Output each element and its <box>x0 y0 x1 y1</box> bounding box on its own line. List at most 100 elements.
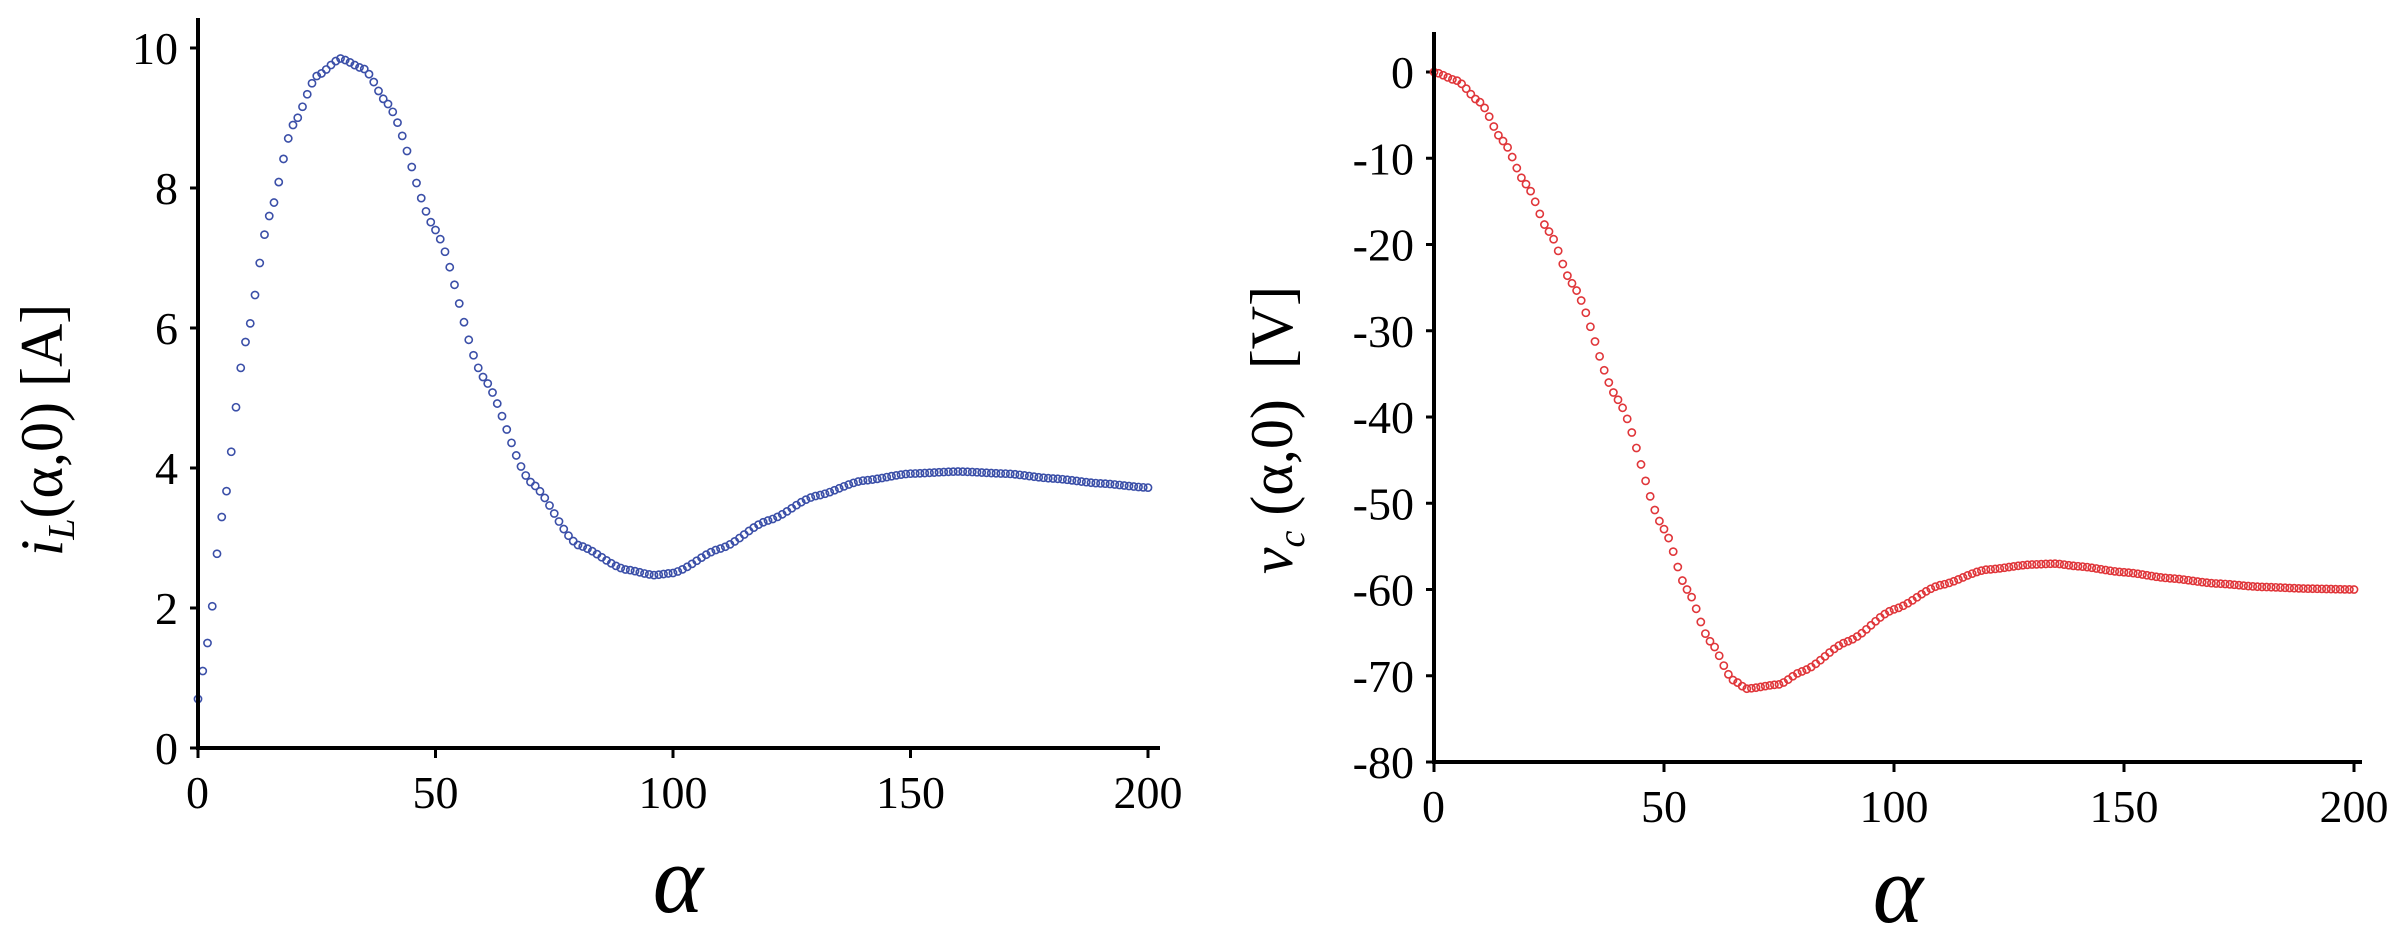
right-data-point <box>2326 584 2336 594</box>
left-data-point <box>678 564 687 574</box>
right-y-axis-title: vc (α,0) [V] <box>1239 286 1313 574</box>
left-data-point <box>260 230 269 240</box>
right-data-point <box>1526 186 1535 196</box>
right-data-point <box>1604 378 1614 387</box>
right-data-point <box>1549 234 1558 244</box>
right-data-point <box>1655 516 1664 526</box>
left-data-point <box>255 258 265 268</box>
left-data-point <box>236 363 246 373</box>
right-data-point <box>2160 573 2170 583</box>
left-data-point <box>986 468 996 478</box>
left-data-point <box>241 337 250 347</box>
right-y-tick-label: -50 <box>1353 478 1414 529</box>
right-data-point <box>1751 683 1761 693</box>
right-data-point <box>1760 681 1770 691</box>
left-data-point <box>1138 482 1148 492</box>
left-data-point <box>469 350 478 360</box>
left-data-point <box>326 60 336 70</box>
left-data-point <box>464 335 474 345</box>
right-data-point <box>2229 580 2239 590</box>
right-data-point <box>1797 667 1807 676</box>
right-data-point <box>1586 322 1595 332</box>
left-data-point <box>431 225 440 235</box>
left-ylabel-sub: L <box>41 518 83 540</box>
left-data-point <box>393 118 402 128</box>
right-data-point <box>1632 443 1641 453</box>
right-x-tick-label: 50 <box>1641 781 1687 832</box>
right-data-point <box>2262 582 2271 592</box>
left-data-point <box>716 544 725 553</box>
right-data-point <box>2073 561 2083 571</box>
left-data-point <box>887 471 896 481</box>
left-data-point <box>355 63 364 72</box>
left-series-points <box>193 54 1153 704</box>
left-data-point <box>1100 479 1110 489</box>
right-data-point <box>2009 562 2018 571</box>
right-data-point <box>2197 577 2207 587</box>
left-data-point <box>920 468 930 478</box>
right-data-point <box>2078 562 2087 571</box>
left-data-point <box>1053 474 1063 484</box>
left-data-point <box>1129 482 1139 491</box>
right-data-point <box>2082 562 2092 572</box>
right-data-point <box>2128 568 2138 578</box>
right-data-point <box>2027 560 2037 569</box>
right-data-point <box>2096 564 2106 574</box>
right-data-point <box>1517 173 1526 183</box>
right-data-point <box>2225 579 2235 589</box>
left-data-point <box>530 481 540 491</box>
right-data-point <box>2349 585 2359 594</box>
left-data-point <box>754 520 763 530</box>
left-data-point <box>611 561 621 571</box>
right-data-point <box>2151 572 2161 582</box>
left-data-point <box>507 438 516 448</box>
left-data-point <box>1096 478 1105 488</box>
left-data-point <box>583 544 592 554</box>
right-data-point <box>2101 565 2110 575</box>
right-data-point <box>1668 547 1678 557</box>
left-data-point <box>388 107 398 117</box>
right-data-point <box>2220 579 2230 589</box>
right-data-point <box>2105 566 2115 576</box>
left-data-point <box>901 469 911 479</box>
right-data-point <box>1438 70 1448 80</box>
left-data-point <box>426 217 436 227</box>
left-data-point <box>1105 479 1115 489</box>
right-data-point <box>1705 636 1715 646</box>
right-data-point <box>2239 581 2248 591</box>
left-data-point <box>1067 475 1077 485</box>
left-data-point <box>1048 474 1058 483</box>
left-data-point <box>1029 472 1039 482</box>
left-data-point <box>350 60 360 70</box>
left-data-point <box>711 545 721 555</box>
left-data-point <box>203 638 212 648</box>
left-data-point <box>844 480 854 489</box>
left-data-point <box>1124 481 1134 491</box>
right-data-point <box>1834 641 1844 651</box>
left-data-point <box>1077 477 1086 486</box>
right-x-axis-title: α <box>1873 836 1925 937</box>
right-data-point <box>2206 578 2216 588</box>
right-x-tick-label: 150 <box>2090 781 2159 832</box>
left-data-point <box>568 536 578 546</box>
left-ylabel-main: i <box>9 540 75 557</box>
right-data-point <box>1802 665 1811 674</box>
right-data-point <box>2091 564 2101 573</box>
left-data-point <box>245 318 255 328</box>
left-data-point <box>858 476 868 485</box>
left-data-point <box>1058 474 1067 484</box>
left-y-tick-label: 10 <box>132 23 178 74</box>
left-data-point <box>312 71 322 81</box>
left-data-point <box>540 493 550 503</box>
left-data-point <box>250 290 260 300</box>
right-data-point <box>1898 601 1908 611</box>
right-data-point <box>2165 573 2175 583</box>
right-data-point <box>1691 604 1701 614</box>
left-data-point <box>806 493 816 502</box>
left-data-point <box>336 54 345 63</box>
left-data-point <box>1086 478 1096 488</box>
left-data-point <box>222 486 231 496</box>
right-data-point <box>1737 681 1747 691</box>
left-data-point <box>830 485 839 495</box>
left-data-point <box>502 425 512 434</box>
